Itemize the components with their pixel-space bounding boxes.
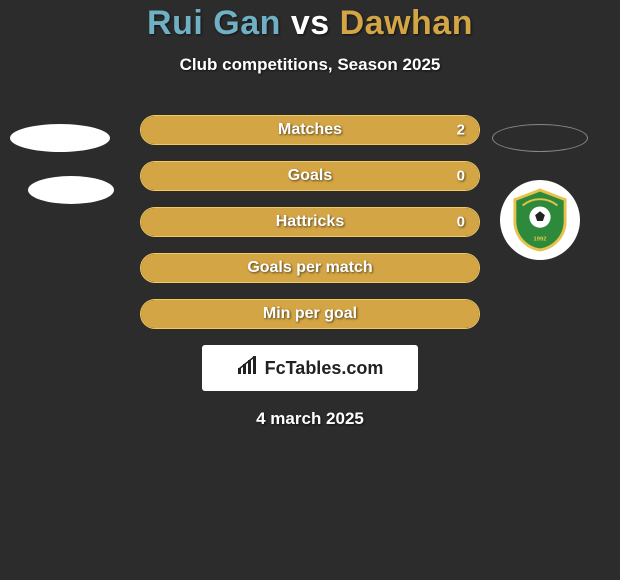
deco-pill-right [492, 124, 588, 152]
deco-ellipse-1 [10, 124, 110, 152]
svg-text:1992: 1992 [534, 236, 547, 242]
stat-value-right: 0 [457, 214, 465, 231]
brand-text: FcTables.com [265, 358, 384, 379]
stat-row: Min per goal [140, 299, 480, 329]
page-title: Rui Gan vs Dawhan [0, 4, 620, 43]
barchart-icon [237, 356, 259, 381]
deco-ellipse-2 [28, 176, 114, 204]
club-crest: 1992 [500, 180, 580, 260]
stat-value-right: 0 [457, 168, 465, 185]
stat-label: Matches [278, 121, 342, 139]
stat-label: Min per goal [263, 305, 357, 323]
subtitle: Club competitions, Season 2025 [0, 55, 620, 75]
shield-icon: 1992 [511, 188, 569, 252]
stat-rows: Matches 2 Goals 0 Hattricks 0 Goals per match M… [140, 115, 480, 329]
title-vs: vs [291, 4, 330, 42]
stat-row: Goals 0 [140, 161, 480, 191]
stat-label: Goals per match [247, 259, 372, 277]
stat-row: Goals per match [140, 253, 480, 283]
stat-value-right: 2 [457, 122, 465, 139]
title-player2: Dawhan [340, 4, 473, 42]
stat-label: Hattricks [276, 213, 344, 231]
stat-label: Goals [288, 167, 332, 185]
date-label: 4 march 2025 [0, 409, 620, 429]
stat-row: Matches 2 [140, 115, 480, 145]
stat-row: Hattricks 0 [140, 207, 480, 237]
title-player1: Rui Gan [147, 4, 281, 42]
brand-badge[interactable]: FcTables.com [202, 345, 418, 391]
